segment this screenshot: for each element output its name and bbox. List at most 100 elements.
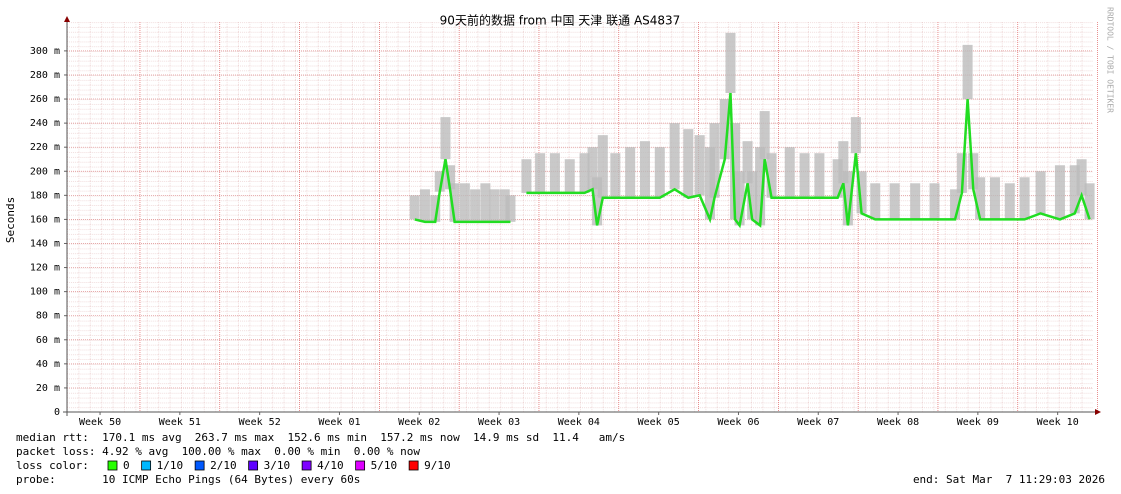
smoke-bar: [766, 153, 777, 198]
x-tick-label: Week 52: [239, 417, 281, 428]
y-tick-label: 200 m: [30, 166, 60, 177]
smoke-bar: [747, 171, 758, 220]
y-tick-label: 0: [54, 407, 60, 418]
smoke-bar: [814, 153, 825, 198]
smoke-bar: [549, 153, 560, 193]
smoke-bar: [694, 135, 705, 196]
y-tick-label: 260 m: [30, 94, 60, 105]
y-tick-label: 100 m: [30, 287, 60, 298]
smoke-bar: [592, 177, 603, 226]
smoke-bar: [709, 123, 720, 198]
y-tick-label: 280 m: [30, 70, 60, 81]
smoke-bar: [755, 147, 766, 226]
smoke-bar: [1054, 165, 1065, 220]
smoke-bar: [470, 189, 481, 222]
minor-grid: [67, 22, 1093, 412]
x-tick-label: Week 07: [797, 417, 839, 428]
y-tick-label: 160 m: [30, 214, 60, 225]
stats-line: packet loss: 4.92 % avg 100.00 % max 0.0…: [16, 445, 420, 458]
smoke-bar: [1004, 183, 1015, 220]
smoke-bar: [725, 32, 736, 94]
smoke-bar: [889, 183, 900, 220]
smoke-bar: [962, 44, 973, 100]
smoke-bar: [489, 189, 500, 222]
smoke-bar: [799, 153, 810, 198]
x-tick-label: Week 51: [159, 417, 201, 428]
chart-title: 90天前的数据 from 中国 天津 联通 AS4837: [440, 13, 681, 28]
y-tick-label: 180 m: [30, 190, 60, 201]
y-tick-label: 40 m: [36, 359, 60, 370]
x-tick-label: Week 10: [1037, 417, 1079, 428]
smoke-bar: [989, 177, 1000, 220]
legend-swatch: [107, 460, 118, 471]
smoke-bar: [856, 171, 867, 214]
x-tick-label: Week 50: [79, 417, 121, 428]
smoke-bar: [639, 141, 650, 198]
axis-arrow: [1095, 409, 1101, 415]
y-tick-label: 300 m: [30, 46, 60, 57]
side-note: RRDTOOL / TOBI OETIKER: [1106, 7, 1115, 113]
axis-arrow: [64, 16, 70, 22]
smoke-bar: [434, 171, 445, 192]
y-tick-label: 60 m: [36, 335, 60, 346]
legend-label: 0: [123, 459, 130, 472]
legend-label: 9/10: [424, 459, 451, 472]
y-tick-label: 220 m: [30, 142, 60, 153]
smoke-bar: [719, 99, 730, 160]
legend-swatch: [194, 460, 205, 471]
smoke-bar: [1076, 159, 1087, 196]
smoke-bar: [929, 183, 940, 220]
smoke-bar: [870, 183, 881, 220]
smoke-bar: [1019, 177, 1030, 220]
smoke-bar: [535, 153, 546, 193]
smoke-bar: [669, 123, 680, 190]
smoke-bar: [1069, 165, 1080, 214]
legend-swatch: [248, 460, 259, 471]
smoke-bar: [610, 153, 621, 198]
smoke-bar: [480, 183, 491, 222]
loss-label: loss color:: [16, 459, 89, 472]
legend-swatch: [408, 460, 419, 471]
smoke-bar: [975, 177, 986, 220]
smoke-bar: [1084, 183, 1095, 220]
smoke-bar: [838, 141, 849, 184]
legend-label: 1/10: [157, 459, 184, 472]
x-tick-label: Week 03: [478, 417, 520, 428]
smoke-bar: [564, 159, 575, 193]
x-tick-label: Week 05: [638, 417, 680, 428]
median-line: [526, 92, 1091, 229]
legend-label: 3/10: [264, 459, 291, 472]
legend-label: 2/10: [210, 459, 237, 472]
smoke-bar: [430, 195, 441, 222]
legend-swatch: [141, 460, 152, 471]
median-line: [414, 159, 511, 224]
legend-label: 4/10: [317, 459, 344, 472]
smoke-bar: [521, 159, 532, 193]
smoke-bar: [445, 165, 456, 190]
smoke-bar: [419, 189, 430, 222]
y-tick-label: 20 m: [36, 383, 60, 394]
x-tick-label: Week 06: [717, 417, 759, 428]
smoke-bar: [784, 147, 795, 198]
x-tick-label: Week 09: [957, 417, 999, 428]
legend-label: 5/10: [371, 459, 398, 472]
y-tick-label: 240 m: [30, 118, 60, 129]
smoke-bar: [409, 195, 420, 220]
smoke-bar: [734, 171, 745, 226]
smoke-bar: [842, 171, 853, 226]
y-axis-label: Seconds: [4, 197, 17, 243]
legend-swatch: [301, 460, 312, 471]
smoke-bar: [910, 183, 921, 220]
x-tick-label: Week 04: [558, 417, 600, 428]
x-tick-label: Week 08: [877, 417, 919, 428]
smoke-bar: [597, 135, 608, 198]
legend-swatch: [355, 460, 366, 471]
y-tick-label: 140 m: [30, 238, 60, 249]
smoke-bar: [449, 183, 460, 222]
smoke-bar: [440, 117, 451, 160]
stats-line: median rtt: 170.1 ms avg 263.7 ms max 15…: [16, 431, 625, 444]
smoke-bar: [1035, 171, 1046, 214]
smoke-bar: [459, 183, 470, 222]
smoke-bar: [742, 141, 753, 184]
